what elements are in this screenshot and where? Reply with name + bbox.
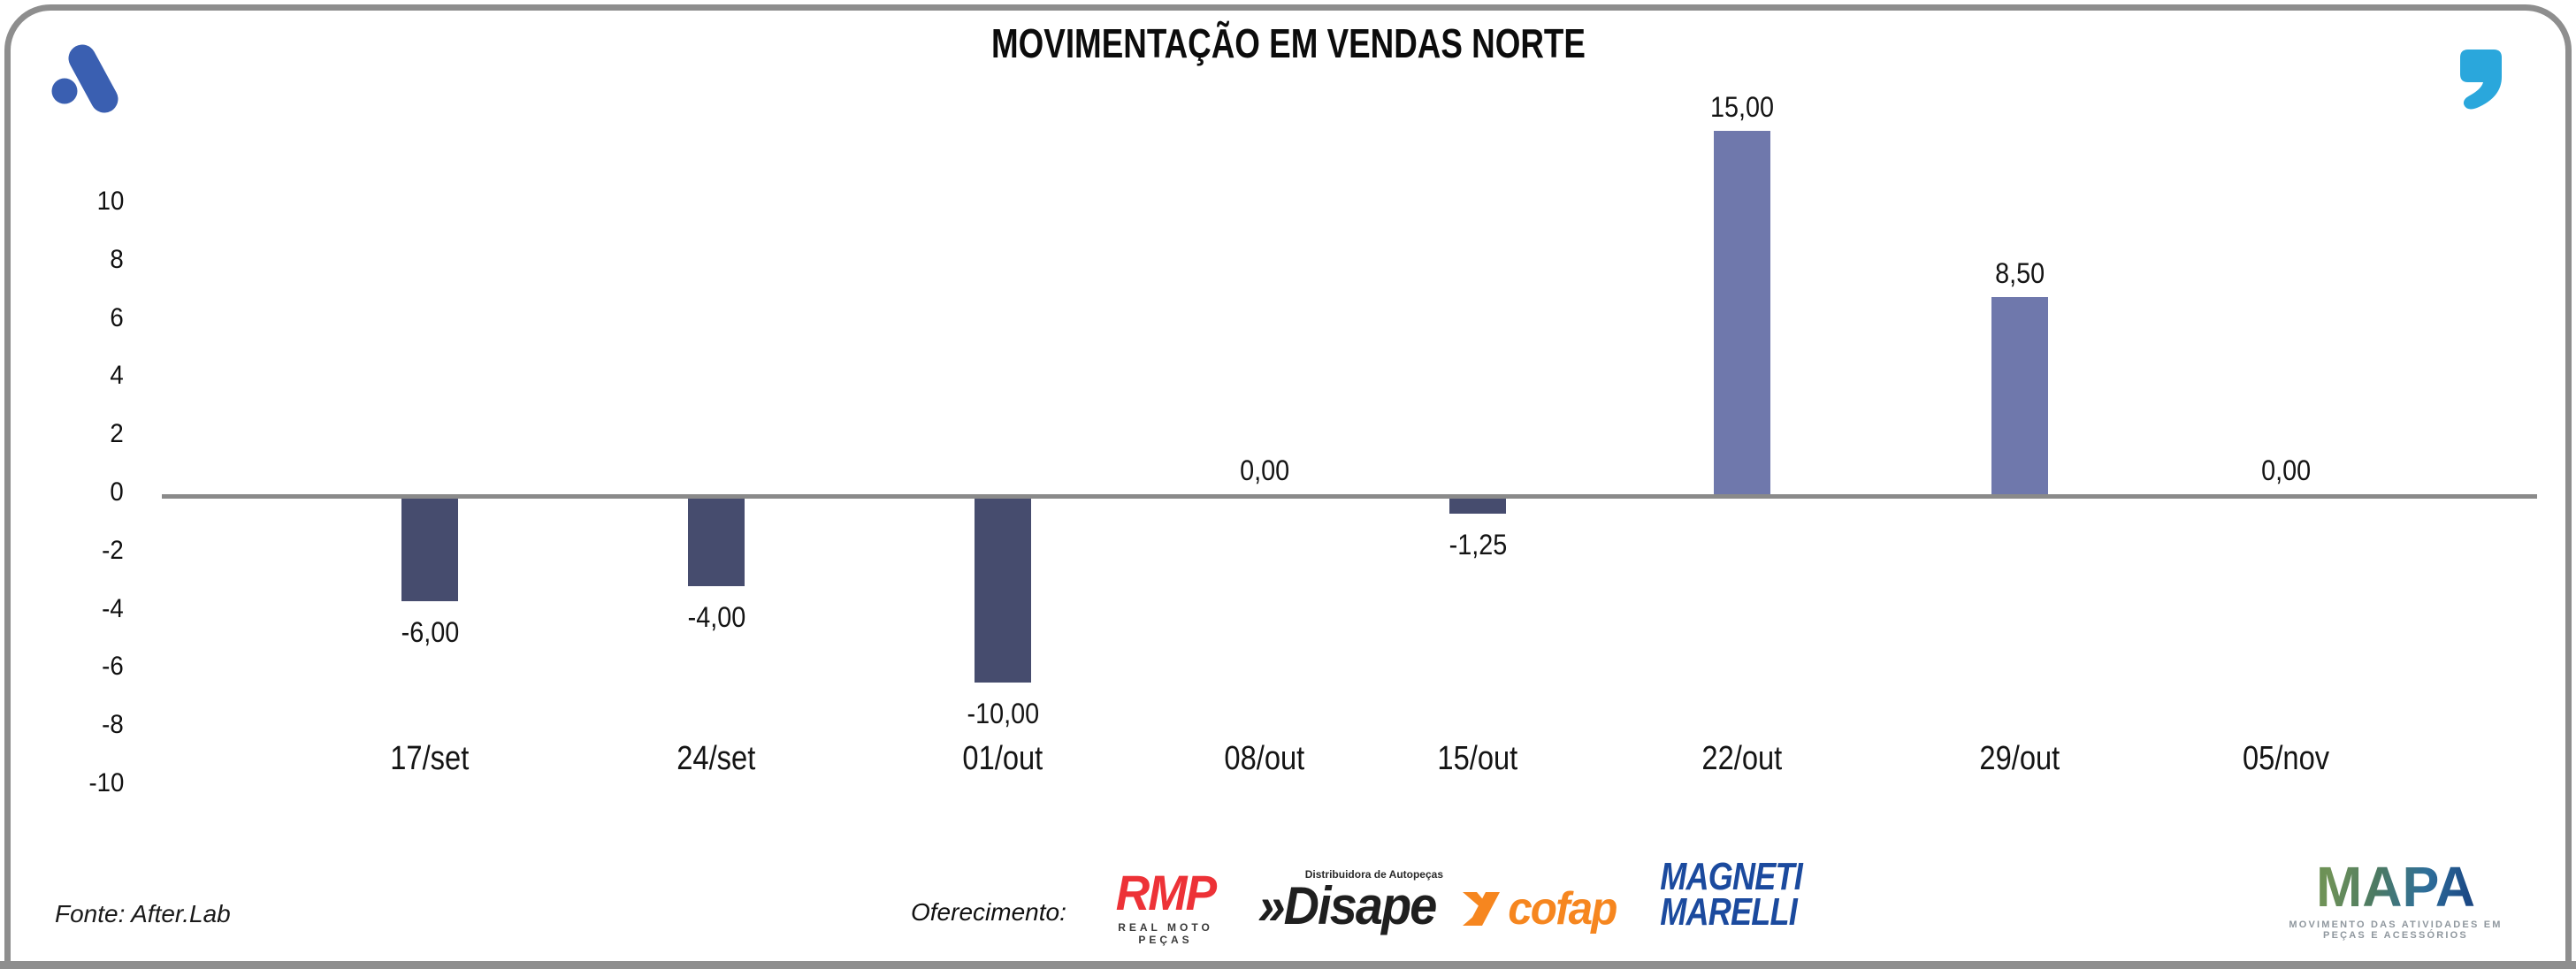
zero-axis-line bbox=[162, 494, 2537, 499]
bar-value-label: -6,00 bbox=[401, 616, 459, 648]
y-tick-label: 8 bbox=[110, 244, 124, 274]
cofap-wordmark: cofap bbox=[1508, 883, 1617, 935]
y-tick-label: -10 bbox=[88, 768, 124, 797]
bar-value-label: 0,00 bbox=[1239, 454, 1290, 486]
y-tick-label: -6 bbox=[102, 652, 124, 682]
bar-value-label: 8,50 bbox=[1994, 257, 2045, 289]
y-tick-label: 0 bbox=[110, 477, 124, 507]
sponsor-logo-disape: Distribuidora de Autopeças »Disape bbox=[1245, 868, 1449, 935]
sponsor-logo-magneti-marelli: MAGNETI MARELLI bbox=[1647, 855, 1802, 934]
bar-value-label: -4,00 bbox=[687, 601, 745, 633]
rmp-subtitle: REAL MOTO PEÇAS bbox=[1118, 921, 1213, 946]
card-border-bottom bbox=[0, 961, 2576, 969]
bar bbox=[1714, 131, 1770, 496]
x-tick-label: 08/out bbox=[1224, 740, 1305, 777]
sponsor-logo-cofap: cofap bbox=[1461, 882, 1642, 935]
y-tick-label: 2 bbox=[110, 419, 124, 449]
x-tick-label: 01/out bbox=[962, 740, 1043, 777]
x-tick-label: 05/nov bbox=[2242, 740, 2330, 777]
disape-wordmark: »Disape bbox=[1257, 876, 1437, 935]
source-text: Fonte: After.Lab bbox=[55, 900, 231, 927]
y-tick-label: 4 bbox=[110, 361, 124, 391]
bar bbox=[1991, 297, 2048, 496]
bar-value-label: -10,00 bbox=[967, 698, 1039, 729]
afterlab-logo-icon bbox=[51, 44, 118, 113]
x-tick-label: 22/out bbox=[1701, 740, 1783, 777]
magneti-line2: MARELLI bbox=[1660, 890, 1797, 934]
bar bbox=[1449, 496, 1506, 514]
disape-subtitle: Distribuidora de Autopeças bbox=[1304, 868, 1443, 881]
mapa-wordmark: MAPA bbox=[2279, 858, 2513, 915]
y-tick-label: 10 bbox=[96, 187, 124, 216]
magneti-line1: MAGNETI bbox=[1660, 855, 1802, 898]
x-tick-label: 15/out bbox=[1437, 740, 1518, 777]
y-tick-label: -8 bbox=[102, 710, 124, 740]
y-tick-label: -4 bbox=[102, 593, 124, 623]
bar-value-label: 15,00 bbox=[1709, 91, 1775, 123]
chart-title: MOVIMENTAÇÃO EM VENDAS NORTE bbox=[990, 20, 1586, 66]
sponsor-intro-text: Oferecimento: bbox=[911, 898, 1066, 926]
cofap-x-icon bbox=[1463, 892, 1500, 926]
bar-value-label: 0,00 bbox=[2260, 454, 2312, 486]
bar bbox=[688, 496, 745, 586]
quote-icon bbox=[2460, 50, 2502, 110]
x-tick-label: 29/out bbox=[1979, 740, 2060, 777]
bar bbox=[401, 496, 458, 601]
y-tick-label: -2 bbox=[102, 535, 124, 565]
bar bbox=[975, 496, 1031, 683]
y-tick-label: 6 bbox=[110, 302, 124, 332]
bar-value-label: -1,25 bbox=[1449, 529, 1507, 561]
x-tick-label: 17/set bbox=[390, 740, 470, 777]
mapa-logo: MAPA MOVIMENTO DAS ATIVIDADES EM PEÇAS E… bbox=[2276, 858, 2515, 941]
card-border bbox=[4, 4, 2572, 969]
rmp-wordmark: RMP bbox=[1115, 865, 1217, 920]
mapa-tagline: MOVIMENTO DAS ATIVIDADES EM PEÇAS E ACES… bbox=[2289, 919, 2503, 941]
x-tick-label: 24/set bbox=[676, 740, 756, 777]
sponsor-logo-rmp: RMP REAL MOTO PEÇAS bbox=[1095, 865, 1236, 947]
